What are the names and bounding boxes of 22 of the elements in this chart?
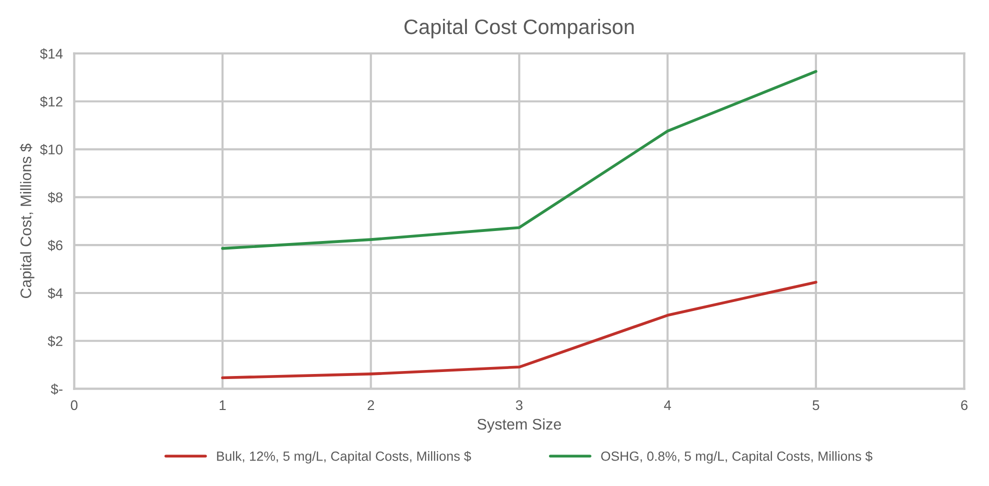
x-tick-label: 3 [516, 400, 522, 410]
x-tick-label: 1 [220, 400, 226, 410]
y-tick-label: $8 [48, 192, 62, 204]
y-axis-title: Capital Cost, Millions $ [20, 144, 34, 298]
x-tick-label: 5 [812, 400, 820, 410]
legend-label: OSHG, 0.8%, 5 mg/L, Capital Costs, Millions $ [601, 450, 872, 464]
x-tick-label: 0 [70, 400, 78, 410]
y-tick-label: $4 [48, 288, 63, 299]
y-tick-label: $14 [40, 48, 63, 60]
y-tick-label: $6 [48, 240, 62, 252]
line-series [221, 70, 818, 250]
y-tick-label: $- [50, 384, 62, 395]
y-tick-label: $2 [48, 336, 62, 347]
legend-label: Bulk, 12%, 5 mg/L, Capital Costs, Millions $ [217, 450, 472, 464]
x-tick-label: 4 [664, 400, 672, 410]
y-tick-label: $12 [40, 96, 62, 108]
x-tick-label: 6 [961, 400, 968, 410]
chart-title: Capital Cost Comparison [404, 18, 634, 38]
x-axis-title: System Size [477, 418, 561, 433]
y-tick-label: $10 [40, 144, 63, 156]
x-tick-label: 2 [368, 400, 374, 410]
line-series [221, 280, 818, 380]
